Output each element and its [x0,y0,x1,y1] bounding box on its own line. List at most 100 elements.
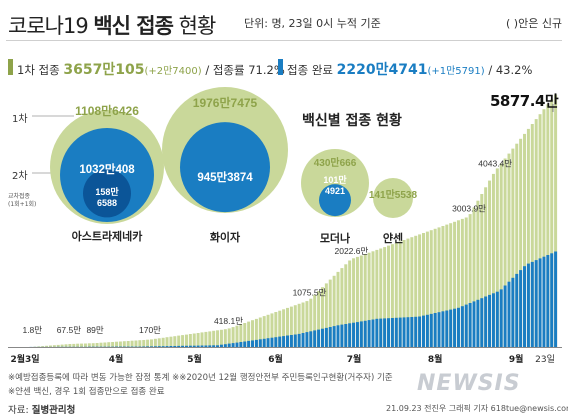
bar-complete [456,307,460,347]
bar-complete [235,342,239,347]
bar-total [394,242,398,347]
x-tick-label: 23일 [535,354,555,365]
bar-total [184,334,188,347]
bar-total [208,331,212,347]
bar-total [383,247,387,347]
bar-complete [219,344,223,347]
bar-complete [153,346,157,347]
bar-complete [227,343,231,347]
bar-complete [375,318,379,347]
bar-total [200,332,204,347]
bar-complete [309,331,313,347]
bar-total [239,324,243,347]
bar-complete [538,258,542,347]
bar-total [118,341,122,347]
bar-total [488,180,492,347]
bar-complete [468,303,472,347]
bar-complete [472,301,476,347]
bar-total [60,344,64,347]
annotation-label: 2022.6만 [334,246,368,256]
bar-total [138,340,142,347]
bar-complete [394,317,398,347]
bar-complete [251,340,255,347]
bar-total [64,344,68,347]
bar-complete [344,324,348,347]
bar-complete [301,333,305,347]
bar-complete [534,260,538,347]
bar-total [165,337,169,347]
bar-total [161,337,165,347]
annotation-label: 3003.9만 [452,204,486,214]
bar-total [80,343,84,347]
bar-total [410,237,414,347]
bar-total [169,336,173,347]
bar-complete [192,345,196,347]
bar-total [243,323,247,347]
bar-complete [499,289,503,347]
bar-complete [371,319,375,347]
bar-total [313,294,317,347]
bar-total [181,335,185,347]
bar-total [87,343,91,347]
bar-complete [204,345,208,347]
bar-total [173,336,177,347]
bar-total [375,249,379,347]
x-tick-label: 2월3일 [10,353,39,365]
bar-complete [352,322,356,347]
bar-complete [328,327,332,347]
complete-new: (+1만5791) [427,66,485,77]
bar-total [390,244,394,347]
vaccine-panel-title: 백신별 접종 현황 [302,113,402,129]
bar-total [95,343,99,347]
bar-complete [270,337,274,347]
bar-total [293,305,297,347]
bar-total [115,341,119,347]
bar-complete [503,285,507,347]
vaccine-name: 아스트라제네카 [72,229,143,243]
vaccine-second-value: 101만 [323,174,347,185]
bar-complete [340,324,344,347]
bar-complete [387,318,391,347]
bar-total [460,218,464,347]
bar-complete [445,310,449,347]
bar-complete [488,294,492,347]
bar-total [45,345,49,347]
bar-complete [464,304,468,347]
bar-total [526,128,530,347]
bar-complete [289,335,293,347]
bar-total [270,313,274,347]
bar-complete [239,342,243,347]
bar-complete [274,337,278,347]
bar-complete [173,346,177,347]
bar-total [456,220,460,347]
bar-total [363,254,367,347]
bar-complete [165,346,169,347]
bar-total [68,344,72,347]
bar-total [134,340,138,347]
bar-complete [223,344,227,347]
bar-total [278,310,282,347]
bar-complete [526,263,530,347]
complete-stat: 접종 완료 2220만4741(+1만5791) / 43.2% [287,62,533,78]
bar-total [542,109,546,347]
vaccine-first-value: 1976만7475 [193,95,258,110]
bar-complete [410,317,414,347]
bar-complete [363,320,367,347]
vaccine-bubble [301,149,369,217]
bar-complete [161,346,165,347]
bar-total [103,342,107,347]
bar-complete [554,251,558,347]
bar-total [282,309,286,347]
bar-complete [196,345,200,347]
bar-complete [243,341,247,347]
bar-complete [476,299,480,347]
bar-complete [216,345,220,347]
footnote: ※얀센 백신, 경우 1회 접종만으로 접종 완료 [8,387,165,397]
bar-total [534,119,538,347]
source: 자료: 질병관리청 [8,405,76,416]
complete-value: 2220만4741 [336,62,428,78]
bar-total [317,291,321,347]
bar-complete [425,314,429,347]
bar-total [507,153,511,347]
bar-complete [262,338,266,347]
